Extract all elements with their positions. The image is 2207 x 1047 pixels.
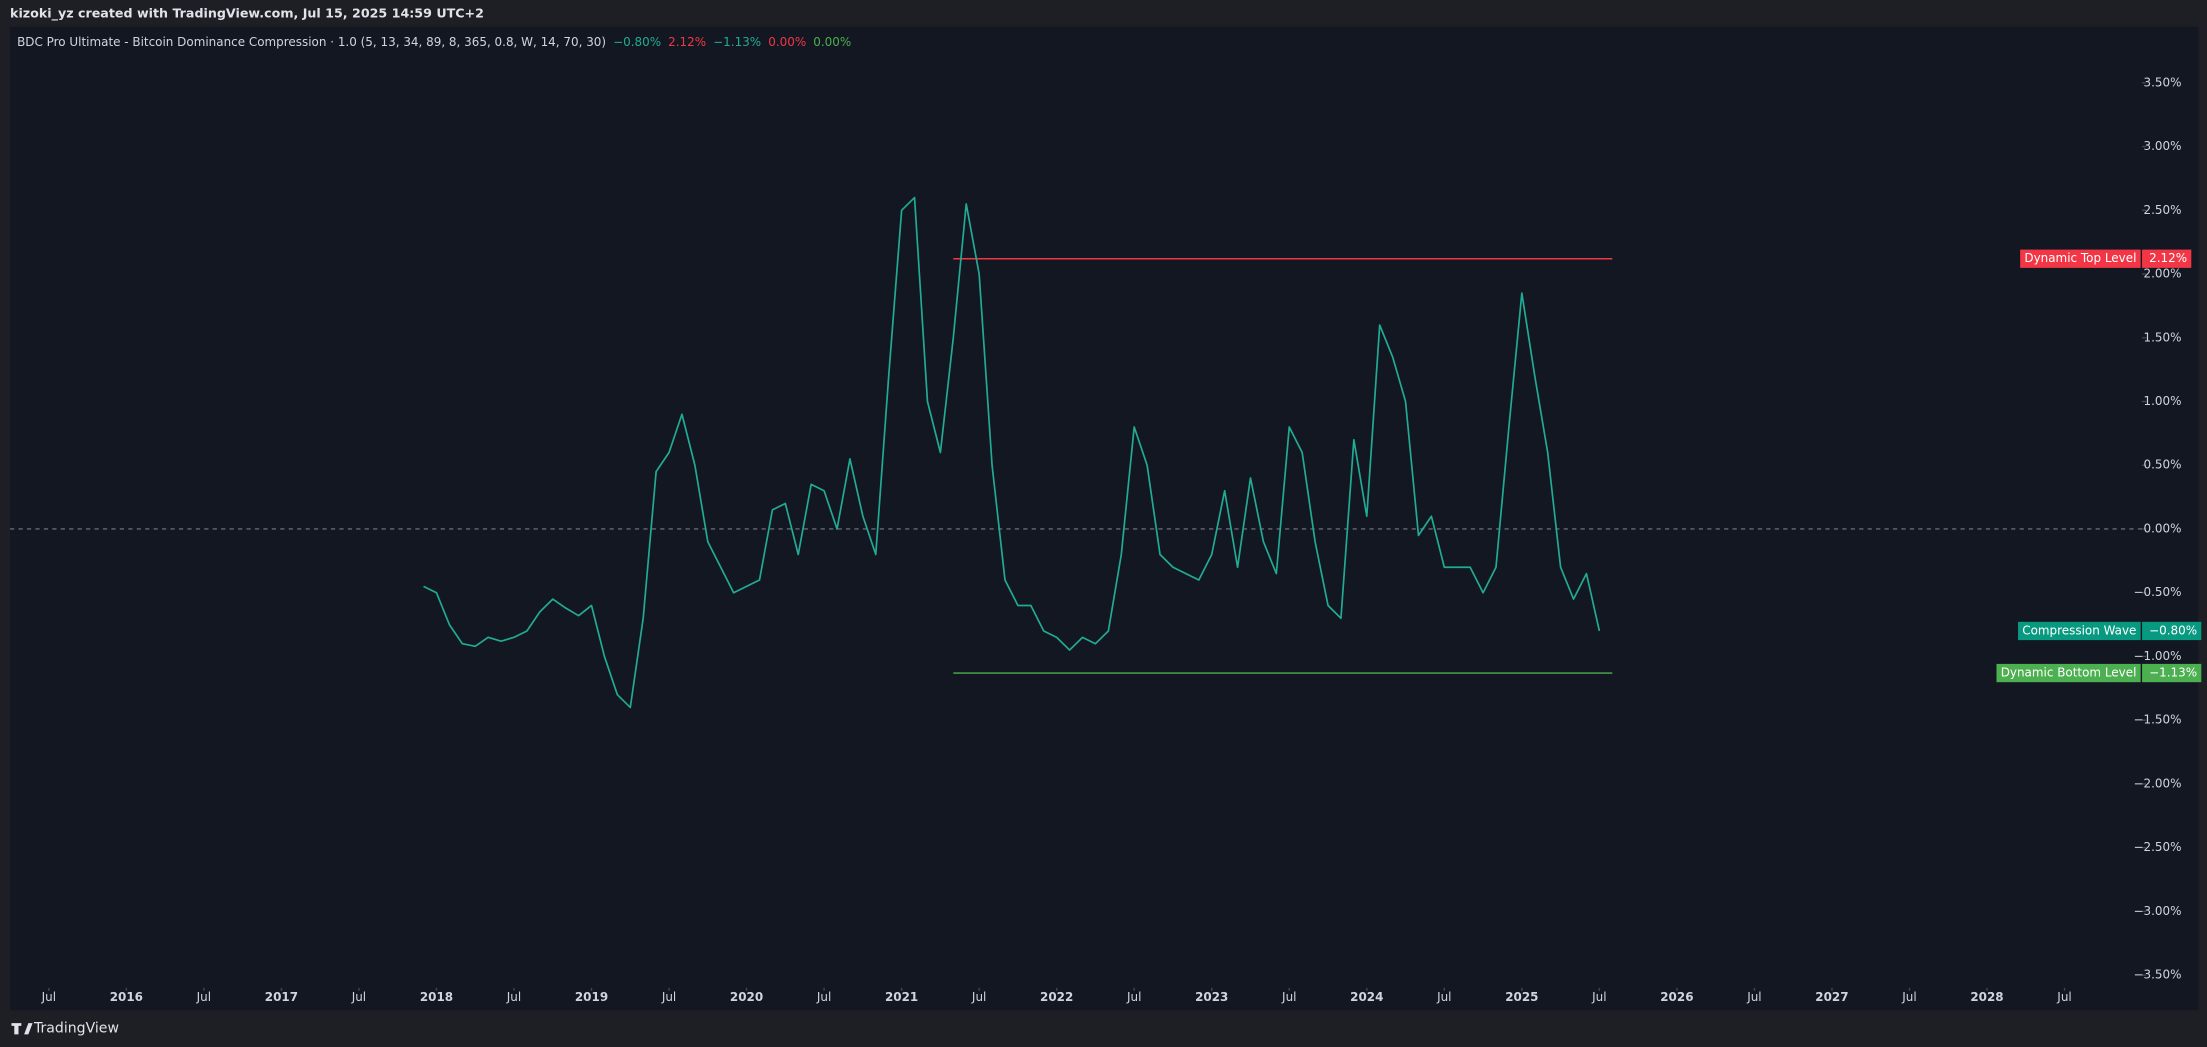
y-tick-label: −3.50% — [2133, 968, 2181, 982]
x-tick-label: Jul — [1591, 990, 1606, 1004]
indicator-value: −1.13% — [713, 35, 761, 49]
y-tick-label: 2.00% — [2143, 267, 2181, 281]
y-tick-label: 3.00% — [2143, 139, 2181, 153]
header-title: kizoki_yz created with TradingView.com, … — [10, 6, 484, 22]
tag-name-box — [1996, 663, 2141, 683]
indicator-name: BDC Pro Ultimate - Bitcoin Dominance Com… — [17, 35, 606, 49]
x-tick-label: Jul — [661, 990, 676, 1004]
x-tick-label: Jul — [351, 990, 366, 1004]
y-tick-label: −2.00% — [2133, 776, 2181, 790]
indicator-value: −0.80% — [613, 35, 661, 49]
y-tick-label: −3.00% — [2133, 904, 2181, 918]
tag-value-box — [2142, 249, 2192, 268]
x-tick-label: Jul — [1746, 990, 1761, 1004]
x-tick-label: Jul — [506, 990, 521, 1004]
tv-logo — [11, 1023, 33, 1035]
x-tick-label: 2028 — [1970, 990, 2003, 1004]
x-tick-label: Jul — [2056, 990, 2071, 1004]
x-tick-label: 2022 — [1040, 990, 1073, 1004]
y-tick-label: 0.00% — [2143, 521, 2181, 535]
tag-value: −1.13% — [2149, 666, 2197, 680]
y-tick-label: 0.50% — [2143, 458, 2181, 472]
y-tick-label: −1.00% — [2133, 649, 2181, 663]
x-tick-label: 2025 — [1505, 990, 1538, 1004]
indicator-value: 0.00% — [768, 35, 806, 49]
x-tick-label: Jul — [1281, 990, 1296, 1004]
tag-name: Dynamic Bottom Level — [2001, 666, 2137, 680]
x-tick-label: Jul — [41, 990, 56, 1004]
tag-value: −0.80% — [2149, 623, 2197, 637]
y-tick-label: 1.00% — [2143, 394, 2181, 408]
tag-name-box — [2018, 621, 2141, 641]
tag-name: Compression Wave — [2022, 623, 2136, 637]
series-line — [423, 196, 1601, 709]
y-tick-label: −0.50% — [2133, 585, 2181, 599]
y-tick-label: −2.50% — [2133, 840, 2181, 854]
x-tick-label: 2024 — [1350, 990, 1383, 1004]
x-tick-label: 2019 — [575, 990, 608, 1004]
y-tick-label: 3.50% — [2143, 75, 2181, 89]
chart-area — [10, 26, 2199, 1011]
indicator-legend: BDC Pro Ultimate - Bitcoin Dominance Com… — [17, 35, 851, 49]
y-tick-label: 2.50% — [2143, 203, 2181, 217]
y-tick-label: −1.50% — [2133, 713, 2181, 727]
x-tick-label: 2023 — [1195, 990, 1228, 1004]
x-tick-label: Jul — [1126, 990, 1141, 1004]
x-tick-label: 2020 — [730, 990, 763, 1004]
tag-value: 2.12% — [2149, 251, 2187, 265]
tag-name-box — [2020, 249, 2141, 268]
footer-brand: TradingView — [33, 1021, 119, 1037]
x-tick-label: 2027 — [1815, 990, 1848, 1004]
x-tick-label: Jul — [1901, 990, 1916, 1004]
indicator-value: 0.00% — [813, 35, 851, 49]
x-tick-label: Jul — [971, 990, 986, 1004]
x-tick-label: Jul — [196, 990, 211, 1004]
x-tick-label: Jul — [1436, 990, 1451, 1004]
x-tick-label: 2018 — [420, 990, 453, 1004]
tag-name: Dynamic Top Level — [2024, 251, 2136, 265]
y-tick-label: 1.50% — [2143, 330, 2181, 344]
x-tick-label: Jul — [816, 990, 831, 1004]
tag-value-box — [2142, 621, 2202, 641]
x-tick-label: 2016 — [110, 990, 143, 1004]
x-tick-label: 2017 — [265, 990, 298, 1004]
x-tick-label: 2026 — [1660, 990, 1693, 1004]
tag-value-box — [2142, 663, 2202, 683]
x-tick-label: 2021 — [885, 990, 918, 1004]
indicator-value: 2.12% — [668, 35, 706, 49]
